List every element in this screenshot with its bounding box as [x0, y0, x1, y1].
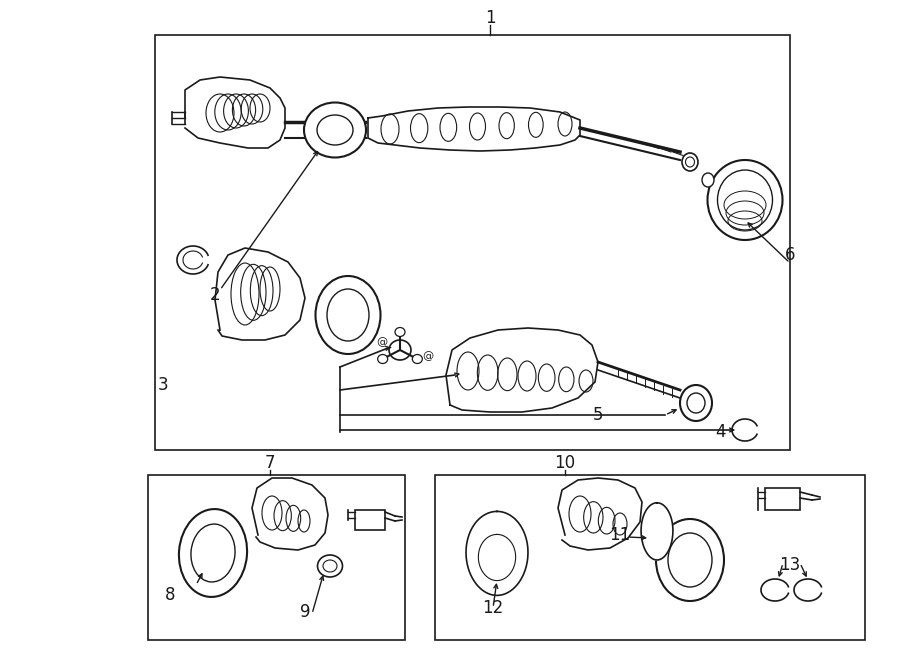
Ellipse shape — [316, 276, 381, 354]
Ellipse shape — [318, 555, 343, 577]
Ellipse shape — [323, 560, 337, 572]
Ellipse shape — [327, 289, 369, 341]
Text: 4: 4 — [715, 423, 725, 441]
Ellipse shape — [389, 340, 411, 360]
Ellipse shape — [179, 509, 248, 597]
Ellipse shape — [680, 385, 712, 421]
Text: 11: 11 — [609, 526, 631, 544]
Ellipse shape — [656, 519, 724, 601]
Text: 6: 6 — [785, 246, 796, 264]
Text: 10: 10 — [554, 454, 576, 472]
Polygon shape — [185, 77, 285, 148]
Polygon shape — [558, 478, 642, 550]
Ellipse shape — [304, 102, 366, 157]
Ellipse shape — [668, 533, 712, 587]
Bar — [148, 475, 405, 640]
Polygon shape — [641, 503, 673, 560]
Text: 5: 5 — [593, 406, 603, 424]
Text: 3: 3 — [158, 376, 168, 394]
Bar — [355, 510, 385, 530]
Text: 2: 2 — [210, 286, 220, 304]
Ellipse shape — [717, 170, 772, 230]
Polygon shape — [252, 478, 328, 550]
Ellipse shape — [682, 153, 698, 171]
Polygon shape — [446, 328, 598, 412]
Text: 1: 1 — [485, 9, 495, 27]
Bar — [765, 488, 800, 510]
Text: @: @ — [422, 351, 434, 361]
Text: 9: 9 — [300, 603, 310, 621]
Ellipse shape — [317, 115, 353, 145]
Text: 12: 12 — [482, 599, 504, 617]
Text: @: @ — [376, 337, 388, 347]
Ellipse shape — [707, 160, 782, 240]
Ellipse shape — [378, 354, 388, 364]
Polygon shape — [466, 512, 528, 596]
Text: 13: 13 — [779, 556, 801, 574]
Ellipse shape — [702, 173, 714, 187]
Polygon shape — [215, 248, 305, 340]
Ellipse shape — [412, 354, 422, 364]
Ellipse shape — [686, 157, 695, 167]
Ellipse shape — [395, 327, 405, 336]
Polygon shape — [368, 107, 580, 151]
Bar — [435, 475, 865, 640]
Text: 8: 8 — [165, 586, 176, 604]
Ellipse shape — [191, 524, 235, 582]
Bar — [155, 35, 790, 450]
Text: 7: 7 — [265, 454, 275, 472]
Ellipse shape — [687, 393, 705, 413]
